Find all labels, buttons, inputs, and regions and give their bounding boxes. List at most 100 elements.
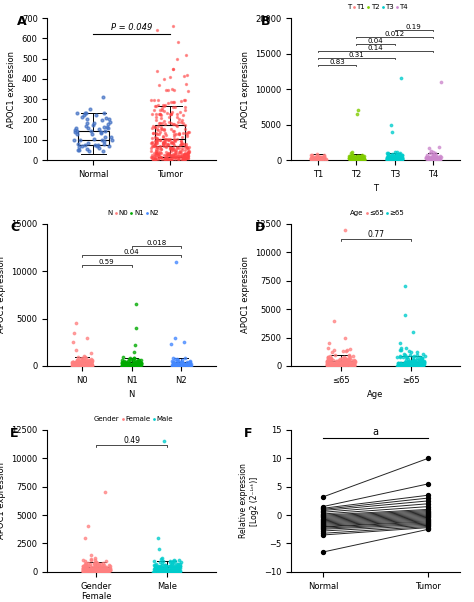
Point bbox=[87, 357, 95, 367]
Point bbox=[420, 357, 428, 367]
Y-axis label: APOC1 expression: APOC1 expression bbox=[7, 51, 16, 128]
Point bbox=[179, 153, 187, 163]
Point bbox=[319, 522, 327, 532]
Point bbox=[325, 356, 332, 366]
Point bbox=[398, 361, 406, 370]
Point bbox=[99, 567, 106, 577]
Point bbox=[97, 565, 105, 575]
Point bbox=[168, 557, 176, 566]
Point bbox=[394, 155, 402, 165]
Point bbox=[148, 138, 155, 147]
Point bbox=[68, 360, 76, 370]
Point bbox=[174, 561, 182, 571]
Point bbox=[167, 138, 175, 148]
Point bbox=[308, 155, 315, 164]
Point bbox=[169, 563, 176, 573]
Point bbox=[342, 355, 350, 365]
Point bbox=[340, 352, 348, 362]
Point bbox=[316, 152, 323, 162]
Point bbox=[358, 154, 365, 164]
Point bbox=[173, 120, 180, 129]
Point bbox=[331, 361, 338, 370]
Point bbox=[149, 155, 156, 164]
Point bbox=[82, 562, 90, 572]
Point bbox=[102, 563, 110, 573]
Point bbox=[425, 155, 433, 164]
Point bbox=[87, 354, 95, 364]
Point bbox=[73, 358, 80, 367]
Point bbox=[428, 152, 435, 162]
Point bbox=[180, 359, 187, 368]
Point bbox=[324, 356, 331, 365]
Point bbox=[422, 154, 429, 163]
Point bbox=[175, 147, 183, 157]
Point bbox=[346, 153, 354, 163]
Point bbox=[309, 152, 316, 161]
Point bbox=[86, 564, 93, 574]
Point bbox=[171, 136, 178, 146]
Point bbox=[172, 564, 180, 574]
Point bbox=[163, 152, 170, 161]
Point bbox=[326, 361, 334, 370]
Point bbox=[175, 567, 182, 577]
Point bbox=[81, 361, 89, 370]
Point bbox=[316, 154, 324, 163]
Point bbox=[182, 359, 190, 369]
Point bbox=[161, 564, 169, 574]
Point bbox=[118, 361, 126, 370]
Point bbox=[167, 567, 175, 577]
Point bbox=[422, 154, 429, 163]
Point bbox=[175, 128, 183, 137]
Point bbox=[393, 150, 401, 160]
Point bbox=[320, 152, 328, 162]
Point bbox=[384, 149, 392, 159]
Point bbox=[79, 358, 87, 367]
Point bbox=[98, 135, 106, 144]
Point bbox=[170, 358, 178, 368]
Bar bbox=[399, 362, 423, 365]
Point bbox=[160, 566, 167, 576]
Point bbox=[403, 359, 411, 369]
Point bbox=[96, 563, 104, 573]
Point bbox=[355, 150, 362, 160]
Point bbox=[160, 116, 168, 126]
Point bbox=[99, 561, 107, 571]
Point bbox=[173, 143, 181, 153]
Point bbox=[424, 522, 432, 532]
Point bbox=[346, 353, 354, 362]
Point bbox=[159, 567, 167, 577]
Point bbox=[98, 567, 106, 577]
Point bbox=[158, 560, 165, 569]
Point bbox=[308, 150, 315, 160]
Point bbox=[341, 358, 348, 368]
Point bbox=[180, 359, 188, 369]
Point bbox=[88, 361, 95, 370]
Point bbox=[319, 492, 327, 501]
Point bbox=[407, 360, 414, 370]
Point bbox=[391, 155, 398, 164]
Point bbox=[91, 562, 99, 571]
Point bbox=[433, 155, 441, 165]
Point bbox=[336, 361, 343, 370]
Point bbox=[75, 142, 82, 152]
Point bbox=[91, 566, 99, 576]
Point bbox=[344, 356, 351, 365]
Point bbox=[148, 154, 156, 163]
Point bbox=[164, 135, 172, 145]
Point bbox=[394, 154, 401, 163]
Point bbox=[385, 154, 392, 163]
Point bbox=[96, 566, 104, 576]
Point bbox=[360, 155, 368, 165]
Point bbox=[71, 361, 78, 370]
Point bbox=[351, 357, 358, 367]
Point bbox=[316, 154, 324, 164]
Point bbox=[431, 148, 439, 158]
Point bbox=[172, 257, 180, 267]
Point bbox=[102, 567, 110, 577]
Point bbox=[71, 360, 78, 370]
Point bbox=[328, 355, 335, 364]
Point bbox=[169, 150, 176, 160]
Point bbox=[89, 563, 96, 573]
Point bbox=[329, 361, 337, 370]
Point bbox=[161, 566, 169, 576]
